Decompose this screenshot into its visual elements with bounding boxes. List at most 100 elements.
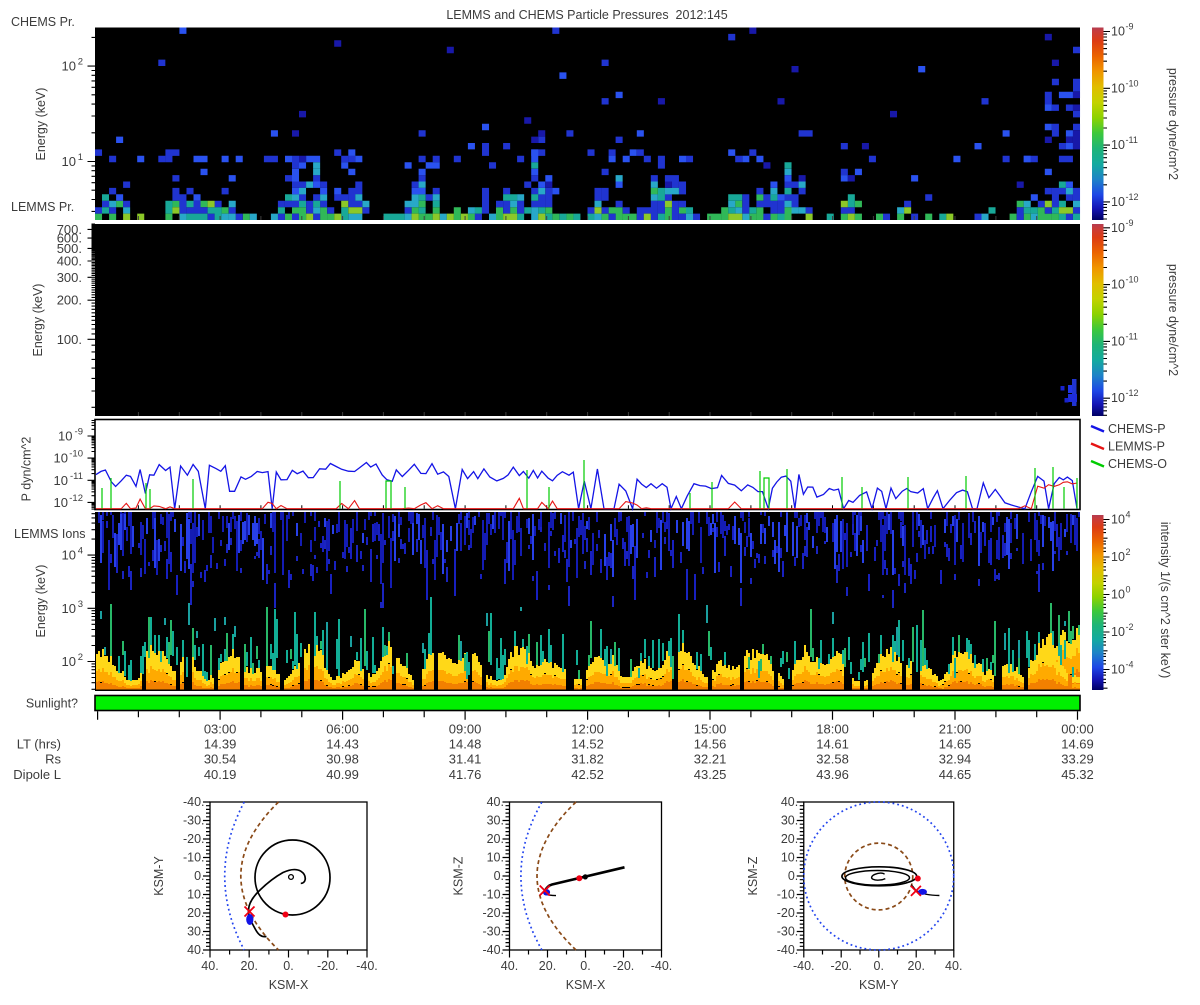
svg-text:-40.: -40. [356,959,378,973]
svg-text:Rs: Rs [45,752,61,767]
svg-text:43.25: 43.25 [694,767,727,782]
svg-text:10: 10 [1111,278,1125,292]
svg-text:20.: 20. [241,959,258,973]
svg-text:10: 10 [62,601,76,616]
svg-text:10.: 10. [487,851,504,865]
svg-text:40.19: 40.19 [204,767,237,782]
svg-text:32.58: 32.58 [816,752,849,767]
svg-text:LT (hrs): LT (hrs) [17,737,61,752]
svg-text:10: 10 [62,654,76,669]
svg-text:0.: 0. [580,959,590,973]
svg-text:14.61: 14.61 [816,737,849,752]
svg-text:0.: 0. [494,869,504,883]
svg-text:14.48: 14.48 [449,737,482,752]
svg-text:10: 10 [54,451,68,466]
svg-text:pressure dyne/cm^2: pressure dyne/cm^2 [1166,264,1180,376]
svg-text:31.41: 31.41 [449,752,482,767]
svg-text:4: 4 [1126,510,1131,520]
svg-text:2: 2 [1126,547,1131,557]
svg-text:intensity 1/(s cm^2 ster keV): intensity 1/(s cm^2 ster keV) [1158,522,1172,679]
svg-text:4: 4 [78,546,83,557]
svg-text:20.: 20. [539,959,556,973]
svg-text:10.: 10. [187,888,204,902]
svg-text:Energy (keV): Energy (keV) [34,565,48,638]
svg-text:-20.: -20. [777,906,799,920]
svg-text:400.: 400. [57,254,82,269]
svg-text:03:00: 03:00 [204,722,237,737]
svg-text:20.: 20. [908,959,925,973]
svg-text:42.52: 42.52 [571,767,604,782]
svg-text:0.: 0. [788,869,798,883]
svg-text:20.: 20. [781,832,798,846]
svg-text:600.: 600. [57,231,82,246]
svg-text:0.: 0. [194,869,204,883]
svg-text:31.82: 31.82 [571,752,604,767]
svg-text:10: 10 [1111,513,1125,527]
svg-text:-10.: -10. [777,888,799,902]
svg-text:-20.: -20. [317,959,339,973]
svg-text:14.43: 14.43 [326,737,359,752]
svg-text:30.98: 30.98 [326,752,359,767]
svg-text:LEMMS-P: LEMMS-P [1108,440,1165,454]
svg-text:-10.: -10. [183,851,205,865]
svg-text:20.: 20. [487,832,504,846]
svg-text:14.56: 14.56 [694,737,727,752]
svg-text:KSM-Z: KSM-Z [452,856,466,895]
svg-text:32.94: 32.94 [939,752,972,767]
svg-text:-20.: -20. [482,906,504,920]
svg-text:Energy (keV): Energy (keV) [31,284,45,357]
svg-text:700.: 700. [57,222,82,237]
svg-text:0.: 0. [283,959,293,973]
svg-text:-20.: -20. [830,959,852,973]
svg-text:10: 10 [1111,550,1125,564]
svg-text:-40.: -40. [651,959,673,973]
svg-text:40.: 40. [945,959,962,973]
svg-text:-30.: -30. [777,925,799,939]
svg-text:10: 10 [1111,25,1125,39]
svg-text:09:00: 09:00 [449,722,482,737]
svg-text:-40.: -40. [482,943,504,957]
svg-text:Energy (keV): Energy (keV) [34,88,48,161]
svg-text:10: 10 [62,154,76,169]
svg-text:14.52: 14.52 [571,737,604,752]
svg-text:-10: -10 [1126,78,1139,88]
svg-text:pressure dyne/cm^2: pressure dyne/cm^2 [1166,68,1180,180]
svg-text:0.: 0. [874,959,884,973]
svg-text:KSM-Z: KSM-Z [746,856,760,895]
svg-text:P dyn/cm^2: P dyn/cm^2 [20,437,34,502]
svg-text:14.69: 14.69 [1061,737,1094,752]
svg-text:40.: 40. [501,959,518,973]
svg-text:15:00: 15:00 [694,722,727,737]
svg-text:2: 2 [78,652,83,663]
svg-text:-11: -11 [1126,135,1138,145]
svg-text:100.: 100. [57,332,82,347]
svg-text:LEMMS Ions: LEMMS Ions [14,527,86,541]
svg-text:-11: -11 [1126,331,1138,341]
svg-text:10: 10 [58,429,72,444]
svg-text:-12: -12 [69,493,83,504]
svg-text:14.39: 14.39 [204,737,237,752]
svg-text:500.: 500. [57,241,82,256]
svg-text:10: 10 [62,548,76,563]
svg-text:-10: -10 [69,449,83,460]
svg-text:-2: -2 [1126,622,1134,632]
svg-text:-40.: -40. [183,795,205,809]
svg-text:-11: -11 [70,471,83,482]
svg-text:30.: 30. [487,814,504,828]
svg-text:CHEMS-O: CHEMS-O [1108,457,1167,471]
svg-text:3: 3 [78,599,83,610]
svg-text:-20.: -20. [613,959,635,973]
svg-text:-10.: -10. [482,888,504,902]
svg-text:Dipole L: Dipole L [13,767,61,782]
svg-text:30.: 30. [781,814,798,828]
svg-text:-40.: -40. [777,943,799,957]
svg-text:10: 10 [1111,138,1125,152]
svg-text:14.65: 14.65 [939,737,972,752]
svg-text:10: 10 [1111,391,1125,405]
svg-text:KSM-X: KSM-X [566,978,606,992]
svg-text:KSM-X: KSM-X [269,978,309,992]
svg-text:20.: 20. [187,906,204,920]
svg-text:33.29: 33.29 [1061,752,1094,767]
svg-text:-9: -9 [1126,22,1134,32]
svg-text:21:00: 21:00 [939,722,972,737]
